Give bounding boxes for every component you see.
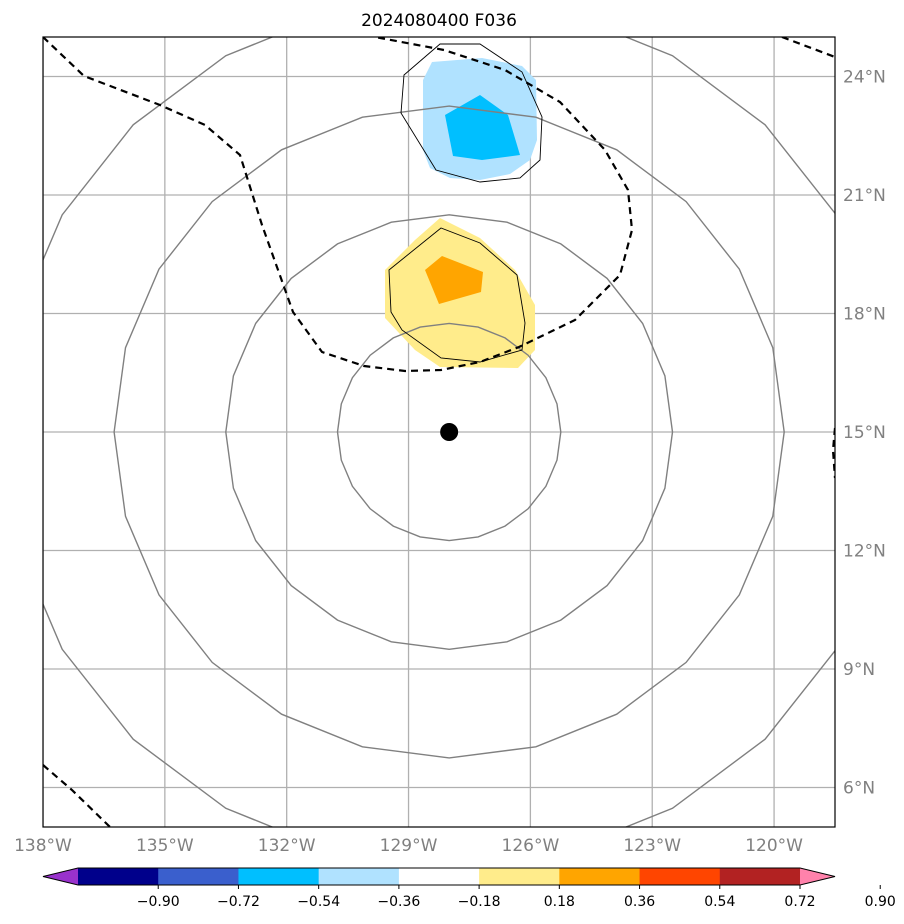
colorbar-tick-label: 0.54 [704, 894, 735, 910]
colorbar-segment [559, 868, 641, 885]
longitude-tick-label: 135°W [136, 836, 194, 856]
colorbar-tick-label: −0.18 [458, 894, 501, 910]
upper-contour [400, 43, 543, 183]
latitude-tick-label: 6°N [843, 779, 875, 799]
colorbar-tick-label: 0.36 [624, 894, 655, 910]
colorbar-outline [42, 867, 836, 886]
range-ring [113, 105, 785, 759]
colorbar-segment [78, 868, 159, 885]
colorbar-tick-label: −0.72 [217, 894, 260, 910]
dashed-contour-main [43, 37, 634, 373]
latitude-tick-label: 15°N [843, 423, 886, 443]
longitude-labels: 138°W 135°W 132°W 129°W 126°W 123°W 120°W [14, 836, 803, 856]
latitude-tick-label: 9°N [843, 660, 875, 680]
colorbar-extend-high [800, 868, 835, 885]
colorbar-tick-label: −0.90 [137, 894, 180, 910]
map-frame [42, 36, 836, 828]
latitude-tick-label: 24°N [843, 68, 886, 88]
plot-title: 2024080400 F036 [361, 11, 517, 31]
map-area [43, 37, 835, 827]
colorbar-tick-label: −0.54 [297, 894, 340, 910]
colorbar-tick-label: 0.72 [784, 894, 815, 910]
longitude-tick-label: 120°W [745, 836, 803, 856]
colorbar: −0.90 −0.72 −0.54 −0.36 −0.18 0.18 0.36 0.54 0.7… [42, 867, 896, 910]
colorbar-segment [719, 868, 801, 885]
colorbar-segment [398, 868, 480, 885]
range-rings [43, 37, 835, 827]
positive-shading-medium [425, 256, 483, 304]
lower-contour [388, 227, 526, 363]
latitude-tick-label: 21°N [843, 186, 886, 206]
dashed-contour-lower-left [43, 764, 111, 827]
longitude-tick-label: 138°W [14, 836, 72, 856]
dashed-contour-right-edge [831, 427, 835, 479]
storm-center-marker [440, 423, 459, 441]
range-ring [225, 214, 674, 651]
colorbar-tick-label: 0.90 [865, 894, 896, 910]
colorbar-tick-label: 0.18 [544, 894, 575, 910]
latitude-labels: 6°N 9°N 12°N 15°N 18°N 21°N 24°N [843, 68, 886, 799]
latitude-tick-label: 12°N [843, 542, 886, 562]
colorbar-segment [479, 868, 560, 885]
colorbar-segment [238, 868, 320, 885]
dashed-contour-upper-right [781, 37, 835, 59]
colorbar-tick-label: −0.36 [377, 894, 420, 910]
colorbar-segment [158, 868, 239, 885]
longitude-tick-label: 123°W [623, 836, 681, 856]
colorbar-segment [318, 868, 400, 885]
longitude-tick-label: 129°W [380, 836, 438, 856]
longitude-tick-label: 132°W [258, 836, 316, 856]
range-ring [336, 322, 562, 542]
range-ring [43, 37, 835, 827]
colorbar-segment [639, 868, 721, 885]
longitude-tick-label: 126°W [502, 836, 560, 856]
colorbar-extend-low [43, 868, 78, 885]
negative-shading-medium [445, 95, 520, 160]
latitude-tick-label: 18°N [843, 305, 886, 325]
